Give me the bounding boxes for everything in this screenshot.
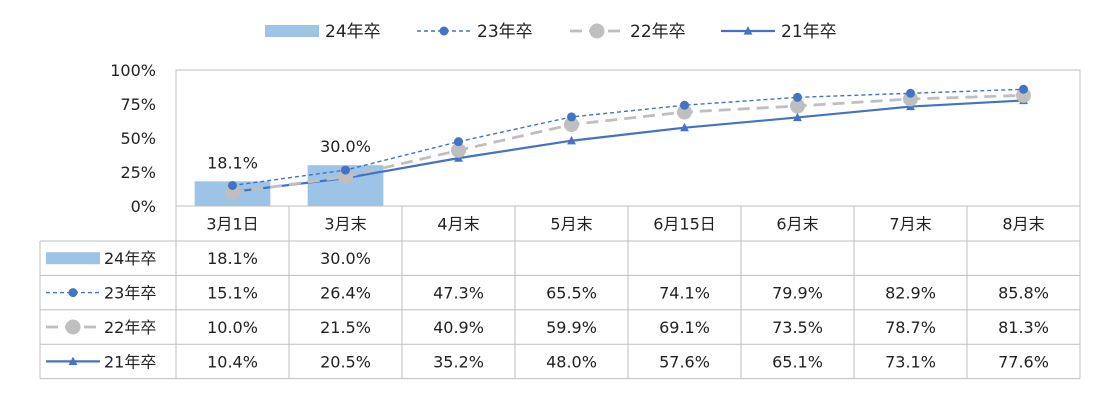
data-point	[225, 184, 240, 200]
table-cell: 65.1%	[772, 352, 823, 371]
data-point	[454, 137, 463, 147]
table-cell: 57.6%	[659, 352, 710, 371]
series-line	[232, 88, 1024, 187]
legend-label-21: 21年卒	[781, 22, 837, 42]
series-line	[232, 94, 1024, 194]
x-tick-label: 3月1日	[206, 215, 258, 234]
table-row-label: 21年卒	[104, 352, 156, 371]
data-point	[680, 122, 689, 132]
table-cell: 74.1%	[659, 284, 710, 303]
data-point	[793, 112, 802, 122]
legend-label-24: 24年卒	[325, 22, 381, 42]
y-tick-label: 25%	[120, 163, 156, 182]
legend-label-22: 22年卒	[630, 22, 686, 42]
data-point	[1019, 84, 1028, 94]
table-cell: 69.1%	[659, 318, 710, 337]
table-cell: 47.3%	[433, 284, 484, 303]
series-22	[225, 87, 1031, 200]
table-legend-22-marker	[65, 319, 81, 335]
table-cell: 20.5%	[320, 352, 371, 371]
table-cell: 48.0%	[546, 352, 597, 371]
table-cell: 73.5%	[772, 318, 823, 337]
table-legend-22	[46, 319, 100, 335]
table-cell: 78.7%	[885, 318, 936, 337]
x-tick-label: 3月末	[324, 215, 366, 234]
legend-symbol-24-swatch	[265, 25, 319, 37]
data-point	[677, 104, 692, 120]
data-point	[338, 169, 353, 185]
data-point	[451, 142, 466, 158]
legend-symbol-23	[417, 26, 471, 36]
table-cell: 77.6%	[998, 352, 1049, 371]
table-cell: 30.0%	[320, 249, 371, 268]
line-series	[225, 84, 1031, 200]
table-cell: 15.1%	[207, 284, 258, 303]
x-tick-label: 6月末	[776, 215, 818, 234]
x-tick-label: 7月末	[889, 215, 931, 234]
table-cell: 82.9%	[885, 284, 936, 303]
table-legend-23	[46, 288, 100, 298]
data-point	[790, 98, 805, 114]
table-cell: 26.4%	[320, 284, 371, 303]
x-tick-label: 5月末	[550, 215, 592, 234]
table-cell: 10.4%	[207, 352, 258, 371]
table-cell: 18.1%	[207, 249, 258, 268]
table-row-label: 23年卒	[104, 284, 156, 303]
data-label: 18.1%	[207, 153, 258, 172]
table-cell: 65.5%	[546, 284, 597, 303]
series-23	[228, 84, 1028, 190]
y-tick-label: 75%	[120, 95, 156, 114]
data-point	[341, 165, 350, 175]
table-cell: 10.0%	[207, 318, 258, 337]
table-cell: 79.9%	[772, 284, 823, 303]
legend-symbol-22	[570, 23, 624, 39]
table-cell: 21.5%	[320, 318, 371, 337]
data-point	[680, 100, 689, 110]
table-row-label: 22年卒	[104, 318, 156, 337]
table-cell: 73.1%	[885, 352, 936, 371]
y-tick-label: 100%	[110, 61, 156, 80]
table-legend-23-marker	[68, 288, 78, 298]
legend-symbol-23-marker	[439, 26, 449, 36]
y-axis: 100% 75% 50% 25% 0%	[110, 61, 156, 216]
legend: 24年卒 23年卒 22年卒 21年卒	[265, 22, 837, 42]
table-cell: 81.3%	[998, 318, 1049, 337]
x-tick-label: 6月15日	[653, 215, 716, 234]
data-labels: 18.1% 30.0%	[207, 137, 371, 172]
data-point	[793, 92, 802, 102]
table-legend-24-swatch	[46, 252, 100, 265]
legend-symbol-21-marker	[743, 26, 753, 35]
legend-symbol-21	[721, 26, 775, 35]
legend-symbol-22-marker	[589, 23, 605, 39]
data-point	[567, 135, 576, 145]
x-tick-label: 4月末	[437, 215, 479, 234]
x-tick-label: 8月末	[1002, 215, 1044, 234]
data-point	[567, 112, 576, 122]
table-cell: 59.9%	[546, 318, 597, 337]
table-legend-21	[46, 356, 100, 365]
table-cell: 85.8%	[998, 284, 1049, 303]
data-label: 30.0%	[320, 137, 371, 156]
data-point	[906, 88, 915, 98]
y-tick-label: 0%	[131, 197, 156, 216]
y-tick-label: 50%	[120, 129, 156, 148]
table-cell: 40.9%	[433, 318, 484, 337]
table-legend-21-marker	[68, 356, 78, 365]
data-table: 3月1日 3月末 4月末 5月末 6月15日 6月末 7月末 8月末 24年卒 18.1% 30.0…	[39, 206, 1081, 380]
table-cell: 35.2%	[433, 352, 484, 371]
legend-label-23: 23年卒	[477, 22, 533, 42]
table-legend-24	[46, 252, 100, 265]
data-point	[228, 180, 237, 190]
series-line	[232, 99, 1024, 193]
table-row-label: 24年卒	[104, 249, 156, 268]
data-point	[564, 117, 579, 133]
legend-symbol-24	[265, 25, 319, 37]
